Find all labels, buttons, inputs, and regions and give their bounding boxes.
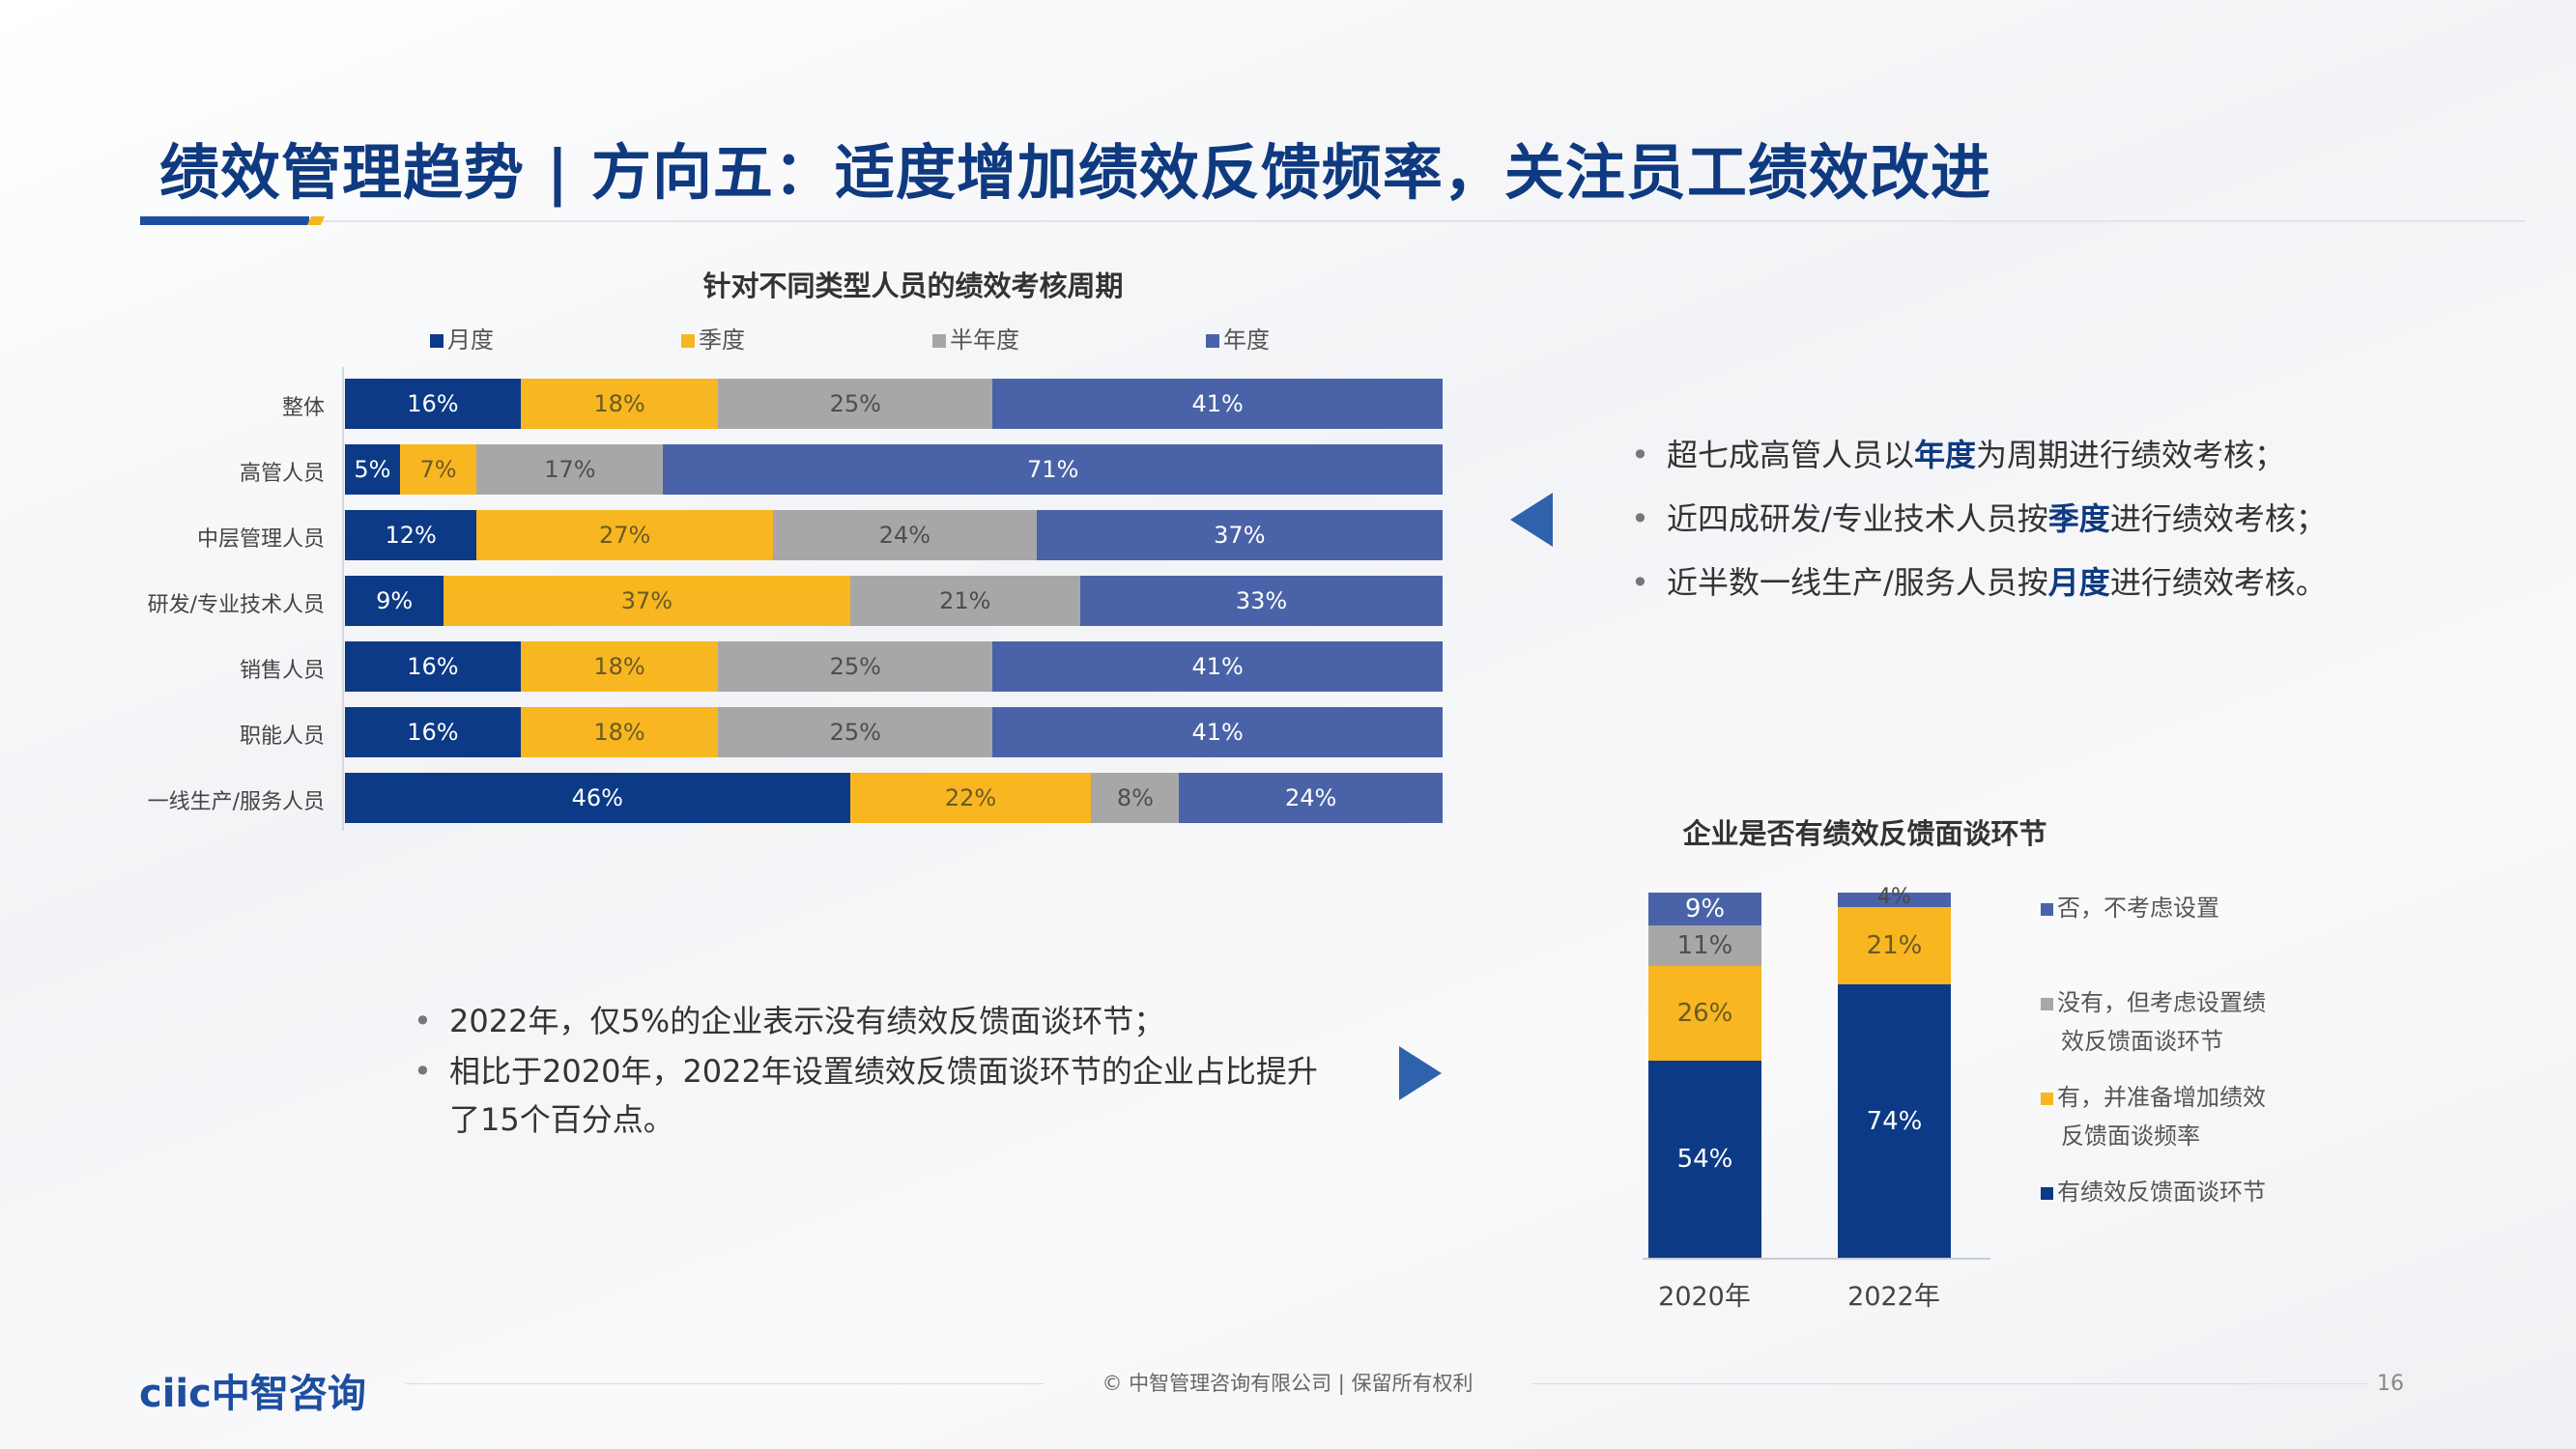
insight-left-item: 相比于2020年，2022年设置绩效反馈面谈环节的企业占比提升了15个百分点。 xyxy=(406,1047,1319,1144)
legend-swatch xyxy=(2041,997,2053,1010)
chart1-bar-segment: 71% xyxy=(663,444,1443,495)
legend-swatch xyxy=(2041,1092,2053,1105)
chart2-x-label: 2020年 xyxy=(1658,1282,1751,1312)
legend-swatch xyxy=(2041,1186,2053,1200)
insights-left-list: 2022年，仅5%的企业表示没有绩效反馈面谈环节； 相比于2020年，2022年… xyxy=(406,997,1319,1146)
chart1-bar-segment: 27% xyxy=(476,510,774,560)
insight-right-item: 超七成高管人员以年度为周期进行绩效考核； xyxy=(1623,433,2327,497)
legend-label: 季度 xyxy=(699,327,745,354)
chart2-bar-segment: 54% xyxy=(1648,1060,1761,1258)
chart2-bar-segment: 4% xyxy=(1838,886,1951,908)
footer-divider xyxy=(406,1383,1044,1384)
company-logo: ciic中智咨询 xyxy=(139,1372,366,1416)
chart1-bar-segment: 8% xyxy=(1091,773,1180,823)
chart1-category-label: 高管人员 xyxy=(239,462,325,486)
insight-right-item: 近四成研发/专业技术人员按季度进行绩效考核； xyxy=(1623,497,2327,560)
legend-swatch xyxy=(430,334,444,348)
chart2-legend-item: 有绩效反馈面谈环节 xyxy=(2041,1173,2266,1211)
chart1-legend-item: 年度 xyxy=(1206,321,1270,354)
insights-right-list: 超七成高管人员以年度为周期进行绩效考核； 近四成研发/专业技术人员按季度进行绩效… xyxy=(1623,433,2327,624)
chart1-legend-item: 半年度 xyxy=(932,321,1019,354)
chart2-bar-segment: 74% xyxy=(1838,984,1951,1258)
chart2-legend-item: 没有，但考虑设置绩 效反馈面谈环节 xyxy=(2041,983,2266,1061)
chart2-bar-segment: 26% xyxy=(1648,965,1761,1061)
chart1-category-label: 研发/专业技术人员 xyxy=(147,593,325,617)
legend-label: 年度 xyxy=(1223,327,1270,354)
chart1-bar-segment: 25% xyxy=(718,707,993,757)
chart1-bar-segment: 16% xyxy=(345,641,521,692)
chart1-bar-segment: 5% xyxy=(345,444,400,495)
page-title: 绩效管理趋势 | 方向五：适度增加绩效反馈频率，关注员工绩效改进 xyxy=(159,137,1991,208)
chart1-category-label: 中层管理人员 xyxy=(196,527,325,552)
chart1-bar-segment: 25% xyxy=(718,641,993,692)
chart1-legend-item: 季度 xyxy=(681,321,745,354)
chart1-bar-segment: 41% xyxy=(992,707,1443,757)
chart2-bar-segment: 11% xyxy=(1648,925,1761,966)
chart1-category-label: 职能人员 xyxy=(239,724,325,749)
chart1-bar-segment: 46% xyxy=(345,773,850,823)
chart2-bar-segment: 9% xyxy=(1648,893,1761,926)
page-number: 16 xyxy=(2377,1372,2404,1396)
footer-copyright: © 中智管理咨询有限公司 | 保留所有权利 xyxy=(1102,1372,1474,1395)
chart1-bar-segment: 37% xyxy=(1036,510,1443,560)
footer-divider xyxy=(1531,1383,2367,1384)
chart2-x-label: 2022年 xyxy=(1847,1282,1940,1312)
chart2-legend-item: 有，并准备增加绩效 反馈面谈频率 xyxy=(2041,1078,2266,1155)
chart2-bar-segment: 21% xyxy=(1838,907,1951,985)
chart1-bar-segment: 33% xyxy=(1080,576,1443,626)
chart1-axis xyxy=(342,367,344,831)
chart1-bar-segment: 17% xyxy=(476,444,664,495)
chart1-bar-segment: 41% xyxy=(992,379,1443,429)
title-underline-accent xyxy=(140,216,309,225)
chart2-axis xyxy=(1643,1258,1990,1260)
legend-swatch xyxy=(1206,334,1219,348)
chart1-bar-segment: 37% xyxy=(444,576,850,626)
chart2-legend-item: 否，不考虑设置 xyxy=(2041,889,2219,927)
legend-swatch xyxy=(681,334,695,348)
chart1-bar-segment: 24% xyxy=(1179,773,1443,823)
chart1-bar-segment: 22% xyxy=(849,773,1092,823)
arrow-right-icon xyxy=(1399,1046,1442,1100)
chart1-bar-segment: 16% xyxy=(345,379,521,429)
legend-swatch xyxy=(932,334,946,348)
chart1-bar-segment: 7% xyxy=(399,444,477,495)
chart1-bar-segment: 9% xyxy=(345,576,444,626)
chart1-bar-segment: 18% xyxy=(520,707,719,757)
chart1-legend-item: 月度 xyxy=(430,321,494,354)
insight-right-item: 近半数一线生产/服务人员按月度进行绩效考核。 xyxy=(1623,560,2327,624)
chart1-bar-segment: 24% xyxy=(773,510,1037,560)
chart1-category-label: 一线生产/服务人员 xyxy=(147,790,325,814)
chart1-bar-segment: 12% xyxy=(345,510,477,560)
chart1-category-label: 整体 xyxy=(281,396,325,420)
legend-swatch xyxy=(2041,902,2053,916)
chart1-bar-segment: 16% xyxy=(345,707,521,757)
chart1-bar-segment: 18% xyxy=(520,379,719,429)
chart1-bar-segment: 18% xyxy=(520,641,719,692)
chart1-bar-segment: 21% xyxy=(849,576,1081,626)
chart1-title: 针对不同类型人员的绩效考核周期 xyxy=(702,270,1124,302)
title-divider xyxy=(323,220,2526,222)
arrow-left-icon xyxy=(1510,493,1553,547)
chart1-category-label: 销售人员 xyxy=(239,659,325,683)
chart1-bar-segment: 41% xyxy=(992,641,1443,692)
insight-left-item: 2022年，仅5%的企业表示没有绩效反馈面谈环节； xyxy=(406,997,1319,1045)
legend-label: 月度 xyxy=(447,327,494,354)
legend-label: 半年度 xyxy=(950,327,1019,354)
chart1-bar-segment: 25% xyxy=(718,379,993,429)
chart2-title: 企业是否有绩效反馈面谈环节 xyxy=(1682,817,2047,850)
